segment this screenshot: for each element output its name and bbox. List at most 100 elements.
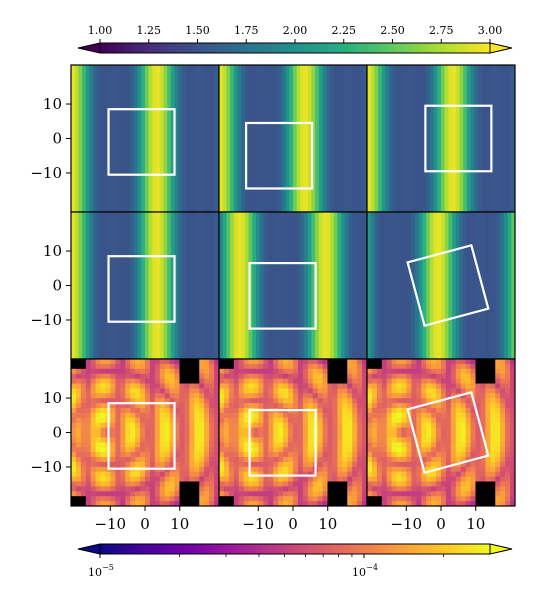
heatmap-cell xyxy=(322,481,329,487)
heatmap-cell xyxy=(154,403,161,409)
heatmap-cell xyxy=(416,481,422,487)
viridis-colorbar-segment xyxy=(402,43,408,53)
heatmap-cell xyxy=(381,422,388,429)
heatmap-cell xyxy=(253,447,260,453)
heatmap-cell xyxy=(95,373,102,380)
heatmap-cell xyxy=(302,471,309,478)
heatmap-cell xyxy=(337,471,343,478)
heatmap-cell xyxy=(475,496,482,502)
heatmap-cell xyxy=(214,408,219,414)
heatmap-cell xyxy=(475,452,482,458)
heatmap-cell xyxy=(411,393,417,399)
heatmap-cell xyxy=(347,432,353,438)
heatmap-cell xyxy=(233,373,240,380)
heatmap-cell xyxy=(465,408,472,414)
heatmap-cell xyxy=(490,496,496,502)
plasma-colorbar-segment xyxy=(319,544,325,554)
heatmap-cell xyxy=(307,476,314,483)
heatmap-cell xyxy=(332,359,338,365)
heatmap-cell xyxy=(495,403,501,409)
heatmap-cell xyxy=(268,447,274,453)
heatmap-cell xyxy=(500,471,506,478)
heatmap-cell xyxy=(381,457,388,463)
heatmap-cell xyxy=(342,408,348,414)
heatmap-cell xyxy=(199,388,205,394)
heatmap-cell xyxy=(293,398,299,404)
heatmap-cell xyxy=(179,393,186,399)
heatmap-cell xyxy=(248,466,255,473)
heatmap-cell xyxy=(100,363,107,370)
plasma-colorbar-segment xyxy=(480,544,486,554)
heatmap-cell xyxy=(450,398,457,404)
heatmap-cell xyxy=(367,461,373,468)
heatmap-cell xyxy=(297,417,304,424)
heatmap-cell xyxy=(421,471,427,478)
heatmap-cell xyxy=(95,452,102,458)
heatmap-cell xyxy=(505,437,511,443)
heatmap-cell xyxy=(169,496,176,502)
heatmap-cell xyxy=(391,378,398,385)
heatmap-cell xyxy=(400,65,405,212)
heatmap-cell xyxy=(465,471,472,478)
heatmap-cell xyxy=(120,501,126,506)
heatmap-cell xyxy=(371,422,378,429)
heatmap-cell xyxy=(460,461,467,468)
heatmap-cell xyxy=(253,368,260,375)
heatmap-cell xyxy=(293,373,299,380)
heatmap-cell xyxy=(214,496,219,502)
heatmap-cell xyxy=(480,452,486,458)
heatmap-cell xyxy=(450,437,457,443)
heatmap-cell xyxy=(475,457,482,463)
plasma-colorbar-tick-label-base: 10 xyxy=(352,566,366,579)
heatmap-cell xyxy=(426,403,432,409)
heatmap-cell xyxy=(278,491,284,497)
heatmap-cell xyxy=(317,447,324,453)
heatmap-cell xyxy=(480,471,486,478)
heatmap-cell xyxy=(110,363,116,370)
heatmap-cell xyxy=(126,65,131,212)
heatmap-cell xyxy=(475,403,482,409)
heatmap-cell xyxy=(293,442,299,448)
heatmap-cell xyxy=(194,471,200,478)
heatmap-cell xyxy=(500,461,506,468)
panel-2-0: 100−10−10 0 10 xyxy=(30,358,220,533)
viridis-colorbar-segment xyxy=(304,43,311,53)
heatmap-cell xyxy=(450,491,457,497)
heatmap-cell xyxy=(238,368,245,375)
heatmap-cell xyxy=(300,65,305,212)
heatmap-cell xyxy=(322,447,329,453)
heatmap-cell xyxy=(302,378,309,385)
heatmap-cell xyxy=(164,398,171,404)
heatmap-cell xyxy=(495,486,501,492)
heatmap-cell xyxy=(337,422,343,429)
heatmap-cell xyxy=(445,368,452,375)
heatmap-cell xyxy=(233,447,240,453)
heatmap-cell xyxy=(140,378,146,385)
heatmap-cell xyxy=(465,447,472,453)
heatmap-cell xyxy=(268,457,274,463)
heatmap-cell xyxy=(475,388,482,394)
heatmap-cell xyxy=(110,437,116,443)
heatmap-cell xyxy=(95,393,102,399)
heatmap-cell xyxy=(510,432,515,438)
heatmap-cell xyxy=(149,378,156,385)
heatmap-cell xyxy=(496,65,501,212)
heatmap-cell xyxy=(154,501,161,506)
heatmap-cell xyxy=(115,476,121,483)
heatmap-cell xyxy=(445,398,452,404)
heatmap-cell xyxy=(193,65,198,212)
heatmap-cell xyxy=(184,471,190,478)
heatmap-cell xyxy=(445,471,452,478)
heatmap-cell xyxy=(154,486,161,492)
heatmap-cell xyxy=(455,496,462,502)
heatmap-cell xyxy=(460,491,467,497)
heatmap-cell xyxy=(396,476,403,483)
heatmap-cell xyxy=(194,457,200,463)
heatmap-cell xyxy=(455,447,462,453)
heatmap-cell xyxy=(228,491,235,497)
heatmap-cell xyxy=(209,471,215,478)
heatmap-cell xyxy=(391,447,398,453)
viridis-colorbar-segment xyxy=(412,43,418,53)
heatmap-cell xyxy=(283,501,289,506)
heatmap-cell xyxy=(184,432,190,438)
